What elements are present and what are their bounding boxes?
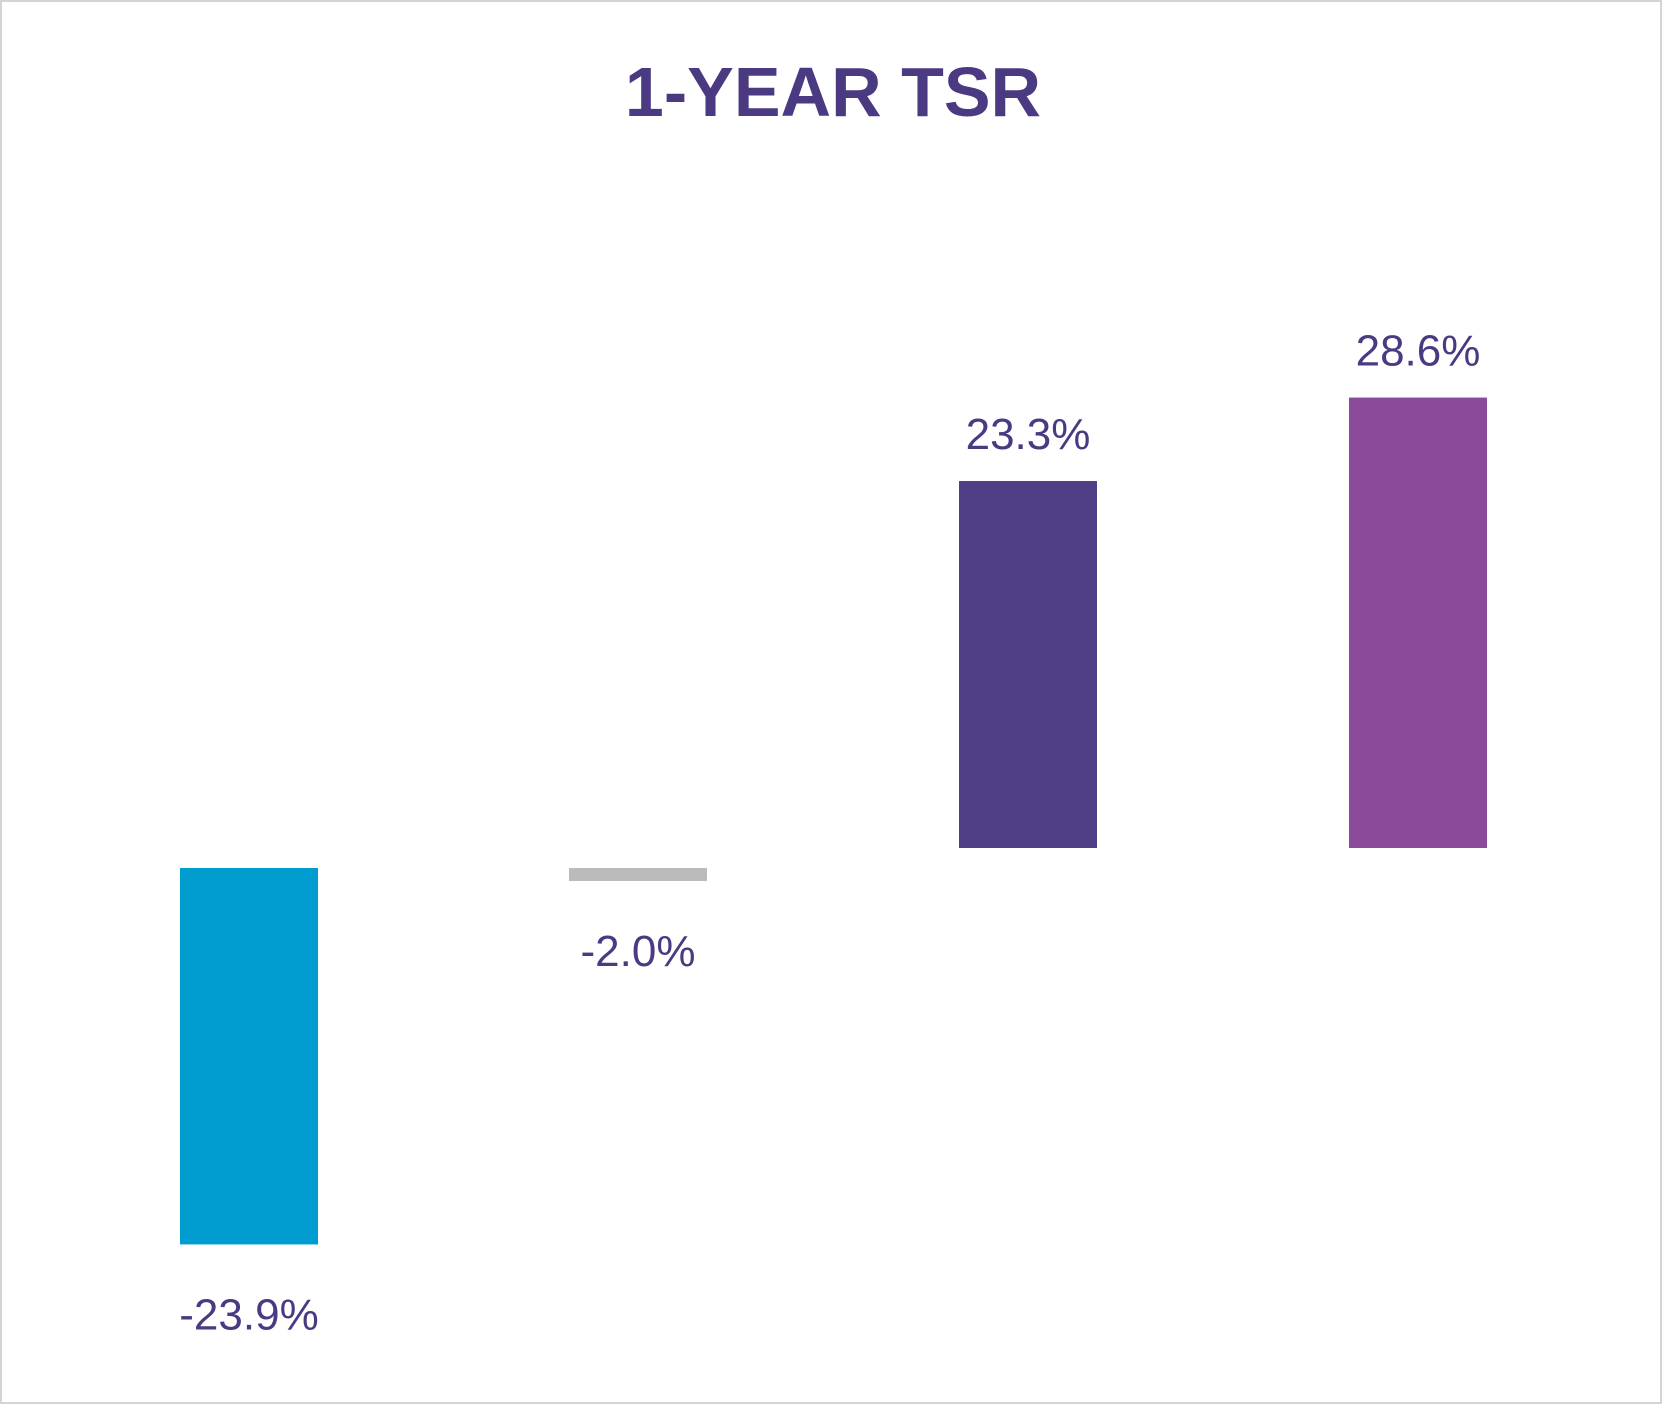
bar-3: [1349, 397, 1487, 848]
chart-title: 1-YEAR TSR: [625, 53, 1041, 131]
bar-0: [180, 868, 318, 1245]
labels-group: -23.9% -2.0% 23.3% 28.6%: [179, 327, 1480, 1340]
bar-1: [569, 868, 707, 881]
data-label-0: -23.9%: [179, 1290, 318, 1339]
data-label-3: 28.6%: [1356, 327, 1481, 376]
bars-group: [180, 397, 1487, 1245]
data-label-1: -2.0%: [581, 927, 696, 976]
bar-2: [959, 481, 1097, 848]
data-label-2: 23.3%: [966, 410, 1091, 459]
